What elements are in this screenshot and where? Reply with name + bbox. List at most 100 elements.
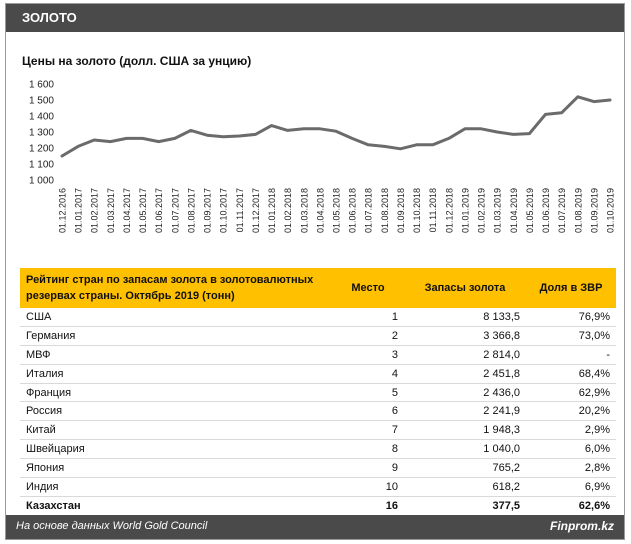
x-tick-label: 01.12.2017: [251, 188, 261, 233]
table-row: Казахстан 16 377,5 62,6%: [20, 496, 616, 516]
col-place-header: Место: [332, 268, 404, 308]
x-tick-label: 01.10.2018: [412, 188, 422, 233]
x-tick-label: 01.02.2019: [477, 188, 487, 233]
country-cell: Казахстан: [20, 496, 332, 516]
gold-reserves-table: Рейтинг стран по запасам золота в золото…: [20, 268, 616, 516]
x-tick-label: 01.08.2018: [380, 188, 390, 233]
footer-source: На основе данных World Gold Council: [16, 520, 208, 532]
y-tick-label: 1 200: [29, 144, 54, 155]
country-cell: Япония: [20, 458, 332, 479]
y-tick-label: 1 300: [29, 128, 54, 139]
reserves-cell: 1 040,0: [404, 439, 526, 460]
x-tick-label: 01.09.2017: [203, 188, 213, 233]
x-tick-label: 01.05.2018: [332, 188, 342, 233]
place-cell: 3: [332, 345, 404, 365]
y-tick-label: 1 500: [29, 96, 54, 107]
country-cell: Франция: [20, 383, 332, 403]
x-tick-label: 01.06.2017: [154, 188, 164, 233]
infographic-frame: ЗОЛОТО Цены на золото (долл. США за унци…: [5, 3, 625, 540]
x-tick-label: 01.07.2018: [364, 188, 374, 233]
x-tick-label: 01.10.2017: [219, 188, 229, 233]
reserves-cell: 765,2: [404, 458, 526, 479]
place-cell: 7: [332, 420, 404, 441]
share-cell: 20,2%: [526, 401, 616, 422]
footer: На основе данных World Gold Council Finp…: [6, 515, 624, 539]
gold-price-chart: 1 000 1 100 1 200 1 300 1 400 1 500 1 600 01.12…: [29, 80, 616, 234]
x-tick-label: 01.07.2019: [557, 188, 567, 233]
x-tick-label: 01.03.2018: [299, 188, 309, 233]
table-row: Россия 6 2 241,9 20,2%: [20, 401, 616, 422]
share-cell: 73,0%: [526, 326, 616, 346]
table-row: Италия 4 2 451,8 68,4%: [20, 364, 616, 384]
x-tick-label: 01.01.2017: [74, 188, 84, 233]
share-cell: 76,9%: [526, 308, 616, 327]
share-cell: 62,9%: [526, 383, 616, 403]
table-header-row: Рейтинг стран по запасам золота в золото…: [20, 268, 616, 308]
table-title: Рейтинг стран по запасам золота в золото…: [20, 268, 332, 308]
country-cell: Россия: [20, 401, 332, 422]
x-tick-label: 01.03.2017: [106, 188, 116, 233]
country-cell: Китай: [20, 420, 332, 441]
table-row: Япония 9 765,2 2,8%: [20, 458, 616, 479]
x-tick-label: 01.09.2019: [589, 188, 599, 233]
reserves-cell: 2 451,8: [404, 364, 526, 384]
table-row: Германия 2 3 366,8 73,0%: [20, 326, 616, 346]
place-cell: 8: [332, 439, 404, 460]
place-cell: 2: [332, 326, 404, 346]
table-row: Индия 10 618,2 6,9%: [20, 477, 616, 497]
place-cell: 16: [332, 496, 404, 516]
x-tick-label: 01.11.2018: [428, 188, 438, 232]
country-cell: Италия: [20, 364, 332, 384]
table-row: МВФ 3 2 814,0-: [20, 345, 616, 365]
x-tick-label: 01.07.2017: [170, 188, 180, 233]
price-series-line: [60, 95, 612, 158]
share-cell: 68,4%: [526, 364, 616, 384]
share-cell: 2,8%: [526, 458, 616, 479]
reserves-cell: 2 436,0: [404, 383, 526, 403]
x-tick-label: 01.09.2018: [396, 188, 406, 233]
country-cell: Германия: [20, 326, 332, 346]
x-tick-label: 01.02.2018: [283, 188, 293, 233]
x-tick-label: 01.01.2019: [460, 188, 470, 233]
country-cell: США: [20, 308, 332, 327]
y-tick-label: 1 600: [29, 80, 54, 91]
y-tick-label: 1 100: [29, 160, 54, 171]
country-cell: Швейцария: [20, 439, 332, 460]
y-tick-label: 1 000: [29, 176, 54, 187]
reserves-cell: 377,5: [404, 496, 526, 516]
place-cell: 6: [332, 401, 404, 422]
table-row: Швейцария 8 1 040,0 6,0%: [20, 439, 616, 460]
x-tick-label: 01.12.2016: [58, 188, 68, 233]
chart-title: Цены на золото (долл. США за унцию): [22, 54, 252, 68]
col-reserves-header: Запасы золота: [404, 268, 526, 308]
x-tick-label: 01.01.2018: [267, 188, 277, 233]
section-header: ЗОЛОТО: [6, 4, 624, 32]
reserves-cell: 8 133,5: [404, 308, 526, 327]
x-tick-label: 01.11.2017: [235, 188, 245, 232]
x-tick-label: 01.05.2017: [138, 188, 148, 233]
col-share-header: Доля в ЗВР: [526, 268, 616, 308]
x-tick-label: 01.10.2019: [606, 188, 616, 233]
share-cell: 6,9%: [526, 477, 616, 497]
x-tick-label: 01.04.2017: [122, 188, 132, 233]
x-tick-label: 01.08.2017: [186, 188, 196, 233]
x-tick-label: 01.02.2017: [90, 188, 100, 233]
country-cell: Индия: [20, 477, 332, 497]
footer-brand: Finprom.kz: [549, 519, 614, 533]
x-tick-label: 01.04.2018: [315, 188, 325, 233]
x-tick-label: 01.03.2019: [493, 188, 503, 233]
x-tick-label: 01.04.2019: [509, 188, 519, 233]
x-tick-label: 01.08.2019: [573, 188, 583, 233]
place-cell: 5: [332, 383, 404, 403]
table-row: США 1 8 133,5 76,9%: [20, 308, 616, 327]
x-tick-label: 01.05.2019: [525, 188, 535, 233]
share-cell: 2,9%: [526, 420, 616, 441]
place-cell: 4: [332, 364, 404, 384]
share-cell: -: [526, 345, 616, 365]
country-cell: МВФ: [20, 345, 332, 365]
y-tick-label: 1 400: [29, 112, 54, 123]
x-tick-label: 01.06.2018: [348, 188, 358, 233]
place-cell: 1: [332, 308, 404, 327]
place-cell: 10: [332, 477, 404, 497]
table-row: Франция 5 2 436,0 62,9%: [20, 383, 616, 403]
